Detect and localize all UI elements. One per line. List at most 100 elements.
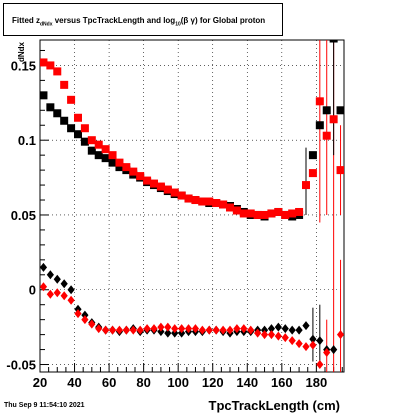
data-point-diamond — [46, 289, 54, 299]
data-point-square — [315, 121, 324, 130]
data-point-diamond — [212, 325, 220, 335]
data-point-square — [143, 176, 152, 185]
data-point-diamond — [164, 322, 172, 332]
data-point-diamond — [336, 330, 344, 340]
data-point-square — [191, 196, 200, 205]
data-point-square — [184, 194, 193, 203]
data-point-diamond — [40, 282, 48, 292]
data-point-diamond — [171, 324, 179, 334]
data-point-diamond — [233, 324, 241, 334]
data-point-square — [60, 116, 69, 125]
x-tick-label: 140 — [236, 375, 258, 390]
data-point-square — [198, 197, 207, 206]
data-point-diamond — [157, 322, 165, 332]
data-point-square — [74, 113, 82, 122]
data-point-diamond — [136, 325, 144, 335]
data-point-diamond — [316, 360, 324, 370]
data-point-square — [239, 209, 248, 218]
data-layer — [40, 40, 344, 372]
data-point-square — [129, 167, 138, 176]
y-tick-label: -0.05 — [6, 358, 36, 373]
data-point-diamond — [122, 325, 130, 335]
x-axis-title: TpcTrackLength (cm) — [209, 398, 340, 413]
title-suffix: (β γ) for Global proton — [180, 16, 266, 25]
data-point-square — [136, 172, 145, 181]
y-tick-label: 0.1 — [18, 133, 36, 148]
data-point-diamond — [281, 324, 289, 334]
footer-date: Thu Sep 9 11:54:10 2021 — [4, 402, 85, 409]
data-point-square — [80, 124, 89, 133]
x-tick-label: 40 — [67, 375, 81, 390]
data-point-square — [212, 199, 221, 208]
data-point-square — [274, 207, 283, 216]
data-point-diamond — [274, 322, 282, 332]
data-point-square — [67, 124, 76, 133]
y-tick-label: 0.05 — [11, 208, 36, 223]
data-point-square — [308, 169, 317, 178]
data-point-square — [260, 210, 269, 219]
data-point-diamond — [323, 348, 331, 358]
data-point-square — [288, 209, 297, 218]
title-sub-10: 10 — [175, 21, 181, 28]
data-point-square — [60, 80, 69, 89]
x-tick-label: 100 — [167, 375, 189, 390]
data-point-diamond — [74, 309, 82, 319]
data-point-square — [170, 188, 179, 197]
data-point-diamond — [53, 274, 61, 284]
data-point-square — [122, 163, 131, 172]
data-point-diamond — [191, 324, 200, 334]
data-point-square — [94, 151, 103, 160]
data-point-diamond — [198, 325, 206, 335]
data-point-diamond — [184, 324, 193, 334]
data-point-square — [108, 158, 117, 167]
data-point-square — [322, 131, 331, 140]
data-point-square — [46, 103, 55, 112]
data-point-diamond — [254, 328, 262, 338]
data-point-square — [46, 61, 55, 70]
data-point-diamond — [60, 291, 68, 301]
data-point-diamond — [330, 345, 338, 355]
data-point-diamond — [60, 279, 68, 289]
data-point-diamond — [95, 324, 103, 334]
title-middle: versus TpcTrackLength and log — [52, 16, 176, 25]
data-point-diamond — [67, 285, 75, 295]
data-point-diamond — [240, 324, 248, 334]
data-point-square — [336, 106, 344, 115]
data-point-diamond — [295, 339, 303, 349]
data-point-diamond — [164, 328, 172, 338]
data-point-square — [87, 146, 96, 155]
data-point-square — [322, 106, 331, 115]
data-point-diamond — [129, 325, 137, 335]
data-point-diamond — [316, 336, 324, 346]
data-point-square — [308, 151, 317, 160]
title-prefix: Fitted z — [12, 16, 40, 25]
data-point-diamond — [143, 324, 151, 334]
data-point-diamond — [178, 324, 186, 334]
data-point-square — [336, 166, 344, 175]
data-point-square — [302, 181, 310, 190]
data-point-square — [80, 137, 89, 146]
data-point-square — [205, 197, 214, 206]
data-point-diamond — [267, 324, 276, 334]
data-point-diamond — [115, 325, 124, 335]
data-point-diamond — [247, 325, 255, 335]
data-point-diamond — [219, 325, 227, 335]
data-point-square — [281, 210, 290, 219]
x-tick-label: 80 — [136, 375, 150, 390]
data-point-diamond — [309, 334, 317, 344]
data-point-diamond — [309, 340, 317, 350]
x-tick-label: 20 — [33, 375, 47, 390]
chart-title-box: Fitted zdNdx versus TpcTrackLength and l… — [3, 3, 283, 36]
data-point-square — [163, 185, 172, 194]
chart-title: Fitted zdNdx versus TpcTrackLength and l… — [12, 16, 265, 28]
data-point-square — [232, 206, 241, 215]
data-point-square — [253, 210, 262, 219]
data-point-square — [67, 95, 76, 104]
data-point-square — [74, 130, 82, 139]
x-tick-label: 120 — [202, 375, 224, 390]
y-tick-label: 0.15 — [11, 58, 36, 73]
data-point-square — [94, 140, 103, 149]
data-point-diamond — [53, 288, 61, 298]
data-point-square — [87, 136, 96, 145]
